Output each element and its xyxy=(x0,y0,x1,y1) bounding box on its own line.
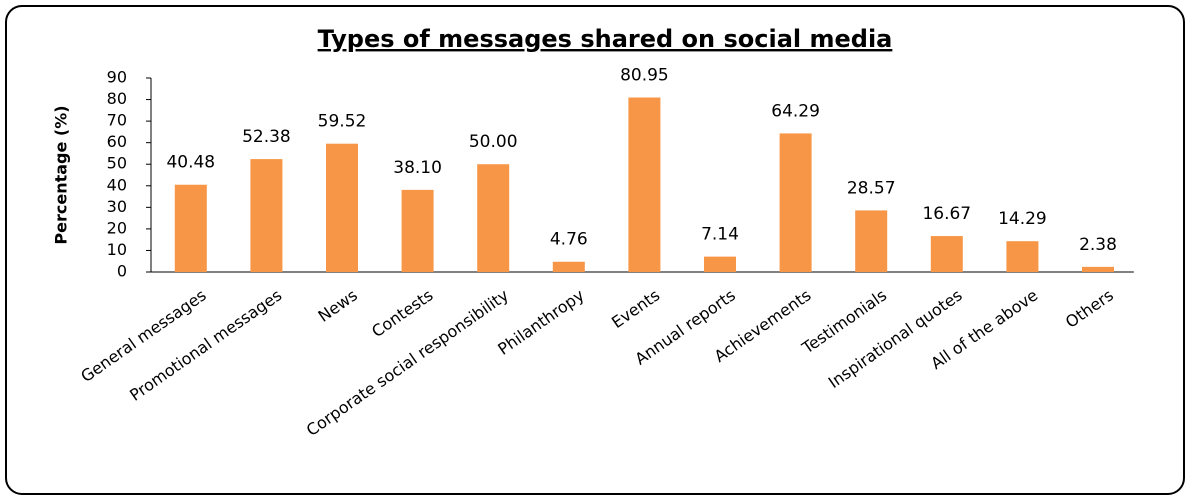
y-tick-label: 10 xyxy=(107,240,127,259)
y-tick-label: 60 xyxy=(107,132,127,151)
bar xyxy=(552,261,585,272)
y-axis-label: Percentage (%) xyxy=(52,105,71,244)
value-label: 59.52 xyxy=(318,112,367,132)
y-tick-label: 70 xyxy=(107,111,127,130)
value-label: 28.57 xyxy=(847,178,896,198)
y-tick-label: 20 xyxy=(107,218,127,237)
value-label: 64.29 xyxy=(771,101,820,121)
y-tick-label: 90 xyxy=(107,68,127,87)
bar xyxy=(250,159,283,272)
bar xyxy=(326,143,358,272)
bar xyxy=(628,97,661,272)
chart-title: Types of messages shared on social media xyxy=(318,25,893,53)
bar xyxy=(477,164,510,272)
value-label: 52.38 xyxy=(242,127,291,147)
y-tick-label: 80 xyxy=(107,89,127,108)
y-tick-label: 40 xyxy=(107,175,127,194)
value-label: 50.00 xyxy=(469,132,518,152)
chart-frame xyxy=(5,5,1185,495)
y-tick-label: 0 xyxy=(117,262,127,281)
value-label: 80.95 xyxy=(620,66,669,86)
bar xyxy=(930,236,963,272)
bar xyxy=(1006,241,1039,272)
bar xyxy=(1082,266,1114,272)
value-label: 16.67 xyxy=(922,204,971,224)
y-tick-label: 30 xyxy=(107,197,127,216)
value-label: 4.76 xyxy=(550,230,588,250)
value-label: 38.10 xyxy=(393,158,442,178)
value-label: 7.14 xyxy=(701,225,739,245)
bar xyxy=(704,256,736,272)
bar xyxy=(401,189,434,272)
value-label: 14.29 xyxy=(998,209,1047,229)
bar xyxy=(855,210,888,272)
bar xyxy=(779,133,812,272)
value-label: 40.48 xyxy=(166,153,215,173)
value-label: 2.38 xyxy=(1079,235,1117,255)
bar xyxy=(174,184,207,272)
y-tick-label: 50 xyxy=(107,154,127,173)
